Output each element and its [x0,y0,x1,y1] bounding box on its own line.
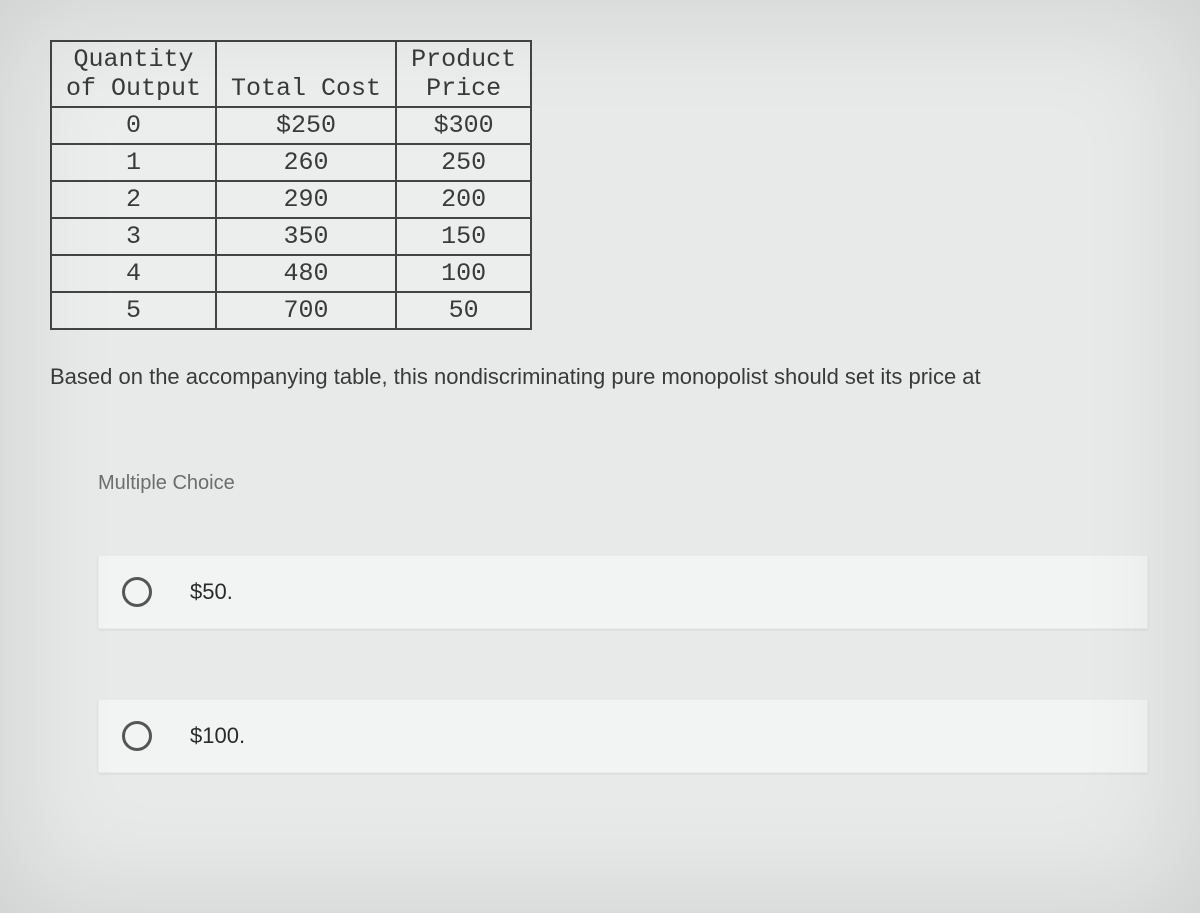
choice-option[interactable]: $100. [98,699,1148,773]
table-body: 0 $250 $300 1 260 250 2 290 200 3 350 15… [51,107,531,329]
radio-icon[interactable] [122,721,152,751]
cell: 50 [396,292,531,329]
cell: 5 [51,292,216,329]
table-row: 4 480 100 [51,255,531,292]
table-row: 2 290 200 [51,181,531,218]
cell: 4 [51,255,216,292]
cell: 0 [51,107,216,144]
cell: 3 [51,218,216,255]
cell: 250 [396,144,531,181]
cell: 150 [396,218,531,255]
col-header-product-price: ProductPrice [396,41,531,107]
cell: 1 [51,144,216,181]
cell: 480 [216,255,396,292]
cell: 200 [396,181,531,218]
table-row: 3 350 150 [51,218,531,255]
col-header-line1: Quantityof Output [66,45,201,103]
cell: 350 [216,218,396,255]
table-row: 0 $250 $300 [51,107,531,144]
cell: 2 [51,181,216,218]
col-header-line: ProductPrice [411,45,516,103]
choice-label: $100. [190,723,245,749]
cell: 700 [216,292,396,329]
table-row: 1 260 250 [51,144,531,181]
col-header-line: Total Cost [231,74,381,103]
multiple-choice-heading: Multiple Choice [98,472,1150,495]
col-header-total-cost: Total Cost [216,41,396,107]
cell: 260 [216,144,396,181]
question-text: Based on the accompanying table, this no… [50,362,1150,392]
table-header-row: Quantityof Output Total Cost ProductPric… [51,41,531,107]
radio-icon[interactable] [122,577,152,607]
choice-label: $50. [190,579,233,605]
cell: $300 [396,107,531,144]
col-header-quantity: Quantityof Output [51,41,216,107]
data-table: Quantityof Output Total Cost ProductPric… [50,40,532,330]
cell: $250 [216,107,396,144]
cell: 100 [396,255,531,292]
cell: 290 [216,181,396,218]
table-row: 5 700 50 [51,292,531,329]
choice-option[interactable]: $50. [98,555,1148,629]
question-page: Quantityof Output Total Cost ProductPric… [0,0,1200,773]
